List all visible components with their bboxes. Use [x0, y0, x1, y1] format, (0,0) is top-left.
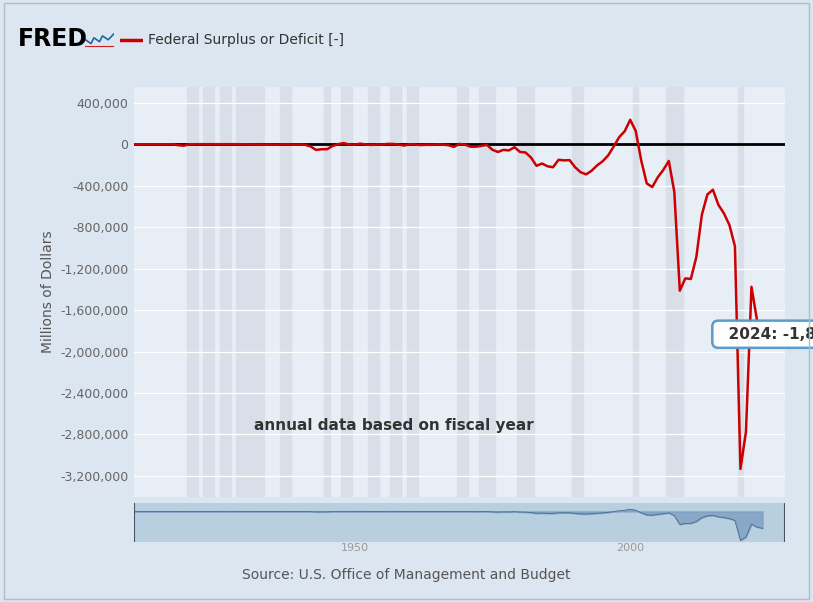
Bar	[633, 87, 638, 497]
Bar	[572, 87, 584, 497]
Bar	[666, 87, 683, 497]
Bar	[407, 87, 418, 497]
Bar	[236, 87, 263, 497]
Bar	[220, 87, 231, 497]
Bar	[517, 87, 523, 497]
Bar	[737, 87, 743, 497]
Text: 2024: -1,832,816: 2024: -1,832,816	[719, 327, 813, 342]
Text: annual data based on fiscal year: annual data based on fiscal year	[254, 418, 534, 432]
Y-axis label: Millions of Dollars: Millions of Dollars	[41, 231, 54, 353]
Bar	[479, 87, 495, 497]
Text: Federal Surplus or Deficit [-]: Federal Surplus or Deficit [-]	[148, 33, 344, 47]
Bar	[186, 87, 198, 497]
Bar	[523, 87, 534, 497]
Bar	[390, 87, 402, 497]
Bar	[341, 87, 352, 497]
Bar	[457, 87, 467, 497]
Bar	[368, 87, 380, 497]
Bar	[324, 87, 330, 497]
Bar	[280, 87, 291, 497]
Text: Source: U.S. Office of Management and Budget: Source: U.S. Office of Management and Bu…	[242, 568, 571, 582]
Text: FRED: FRED	[18, 27, 88, 51]
Bar	[203, 87, 214, 497]
